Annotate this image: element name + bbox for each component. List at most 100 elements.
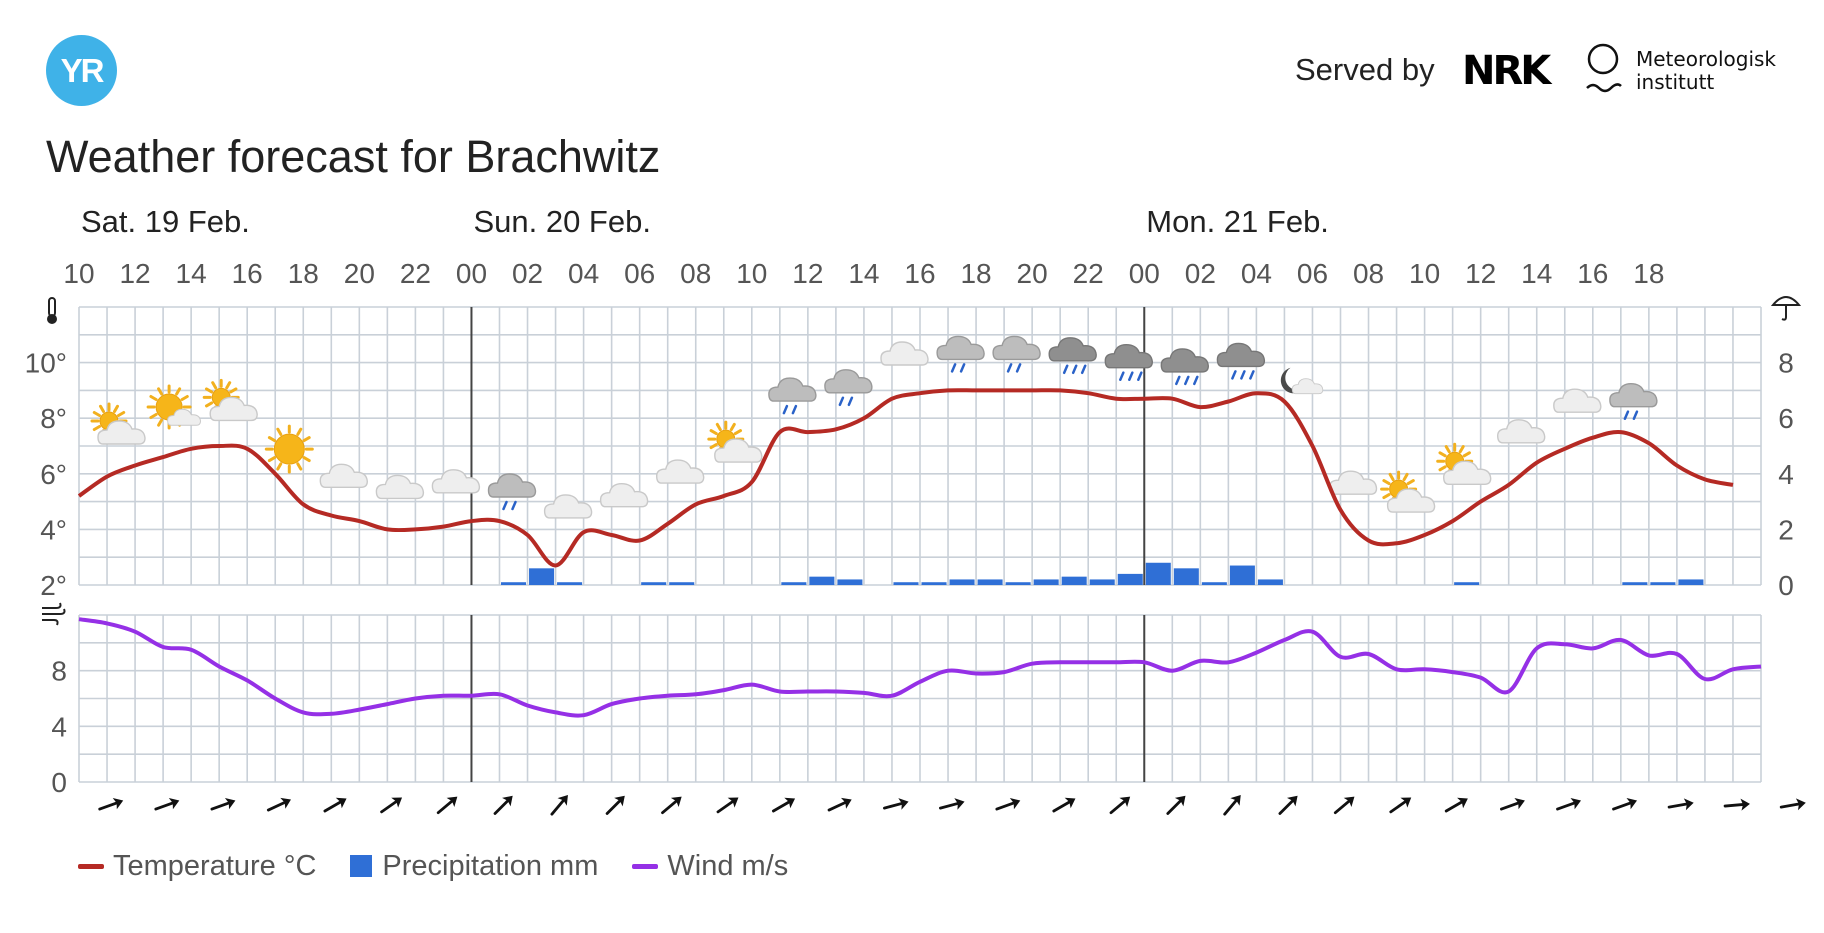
legend-label: Precipitation mm — [382, 849, 599, 882]
wind-arrow — [995, 797, 1021, 811]
sun-ray — [229, 387, 238, 394]
wind-arrow — [436, 796, 458, 815]
wind-arrow — [380, 797, 403, 814]
cloud-icon — [1328, 470, 1378, 495]
precipitation-bar — [669, 582, 695, 585]
hour-tick-label: 16 — [1577, 258, 1608, 289]
hour-tick-label: 10 — [63, 258, 94, 289]
cloud-icon — [375, 474, 425, 500]
legend-item[interactable]: Precipitation mm — [350, 850, 598, 883]
arrow-head — [1683, 798, 1694, 811]
rain-drop — [1623, 410, 1630, 420]
precipitation-tick-label: 0 — [1778, 570, 1794, 601]
arrow-head — [557, 795, 568, 806]
weather-icons — [90, 335, 1658, 519]
hour-tick-label: 14 — [1521, 258, 1552, 289]
arrow-shaft — [154, 800, 177, 811]
wind-arrow — [1667, 798, 1694, 811]
temperature-tick-label: 8° — [40, 403, 67, 434]
sun-ray — [1444, 445, 1451, 454]
arrow-shaft — [266, 800, 288, 812]
hour-tick-label: 06 — [1297, 258, 1328, 289]
rain-drop — [502, 500, 508, 511]
cloud-shape — [824, 369, 873, 394]
grid-layer — [78, 306, 1762, 783]
arrow-shaft — [939, 801, 962, 810]
hour-tick-label: 04 — [568, 258, 599, 289]
precipitation-bar — [1145, 562, 1171, 585]
hour-tick-label: 12 — [119, 258, 150, 289]
arrow-head — [335, 797, 347, 809]
rain-drop — [838, 396, 845, 407]
sun-ray — [211, 381, 218, 390]
arrow-shaft — [772, 799, 793, 813]
cloud-shape — [599, 483, 649, 508]
partly-cloudy-sun-icon — [146, 384, 201, 430]
wind-arrow — [1166, 795, 1186, 815]
served-by-text: Served by — [1295, 52, 1435, 87]
hour-tick-label: 02 — [512, 258, 543, 289]
light-rain-icon — [768, 377, 817, 415]
arrow-shaft — [1556, 800, 1578, 811]
met-institute-logo[interactable]: Meteorologisk institutt — [1636, 48, 1776, 94]
arrow-shaft — [550, 797, 567, 816]
hour-tick-label: 00 — [1129, 258, 1160, 289]
temperature-tick-label: 4° — [40, 514, 67, 545]
temperature-tick-label: 10° — [25, 348, 67, 379]
light-rain-icon — [824, 369, 873, 407]
precipitation-bar — [501, 582, 527, 585]
hour-tick-label: 18 — [1633, 258, 1664, 289]
cloud-icon — [1496, 419, 1546, 444]
precipitation-bar — [1454, 582, 1480, 585]
arrow-shaft — [1333, 798, 1353, 815]
hour-tick-label: 10 — [736, 258, 767, 289]
sun-ray — [302, 456, 311, 463]
wind-arrow — [716, 797, 739, 814]
precipitation-bar — [1229, 565, 1255, 585]
arrow-head — [727, 797, 739, 808]
precipitation-bar — [921, 582, 947, 585]
arrow-shaft — [1500, 800, 1522, 811]
rain-icon — [1160, 348, 1210, 386]
arrow-head — [1514, 797, 1525, 810]
arrow-head — [670, 796, 682, 808]
partly-cloudy-night-icon — [1280, 367, 1324, 395]
temperature-line — [77, 388, 1734, 568]
wind-arrow — [266, 797, 291, 812]
day-label: Sun. 20 Feb. — [473, 204, 651, 239]
legend-label: Temperature °C — [113, 849, 317, 882]
day-label: Sat. 19 Feb. — [81, 204, 250, 239]
sun-ray — [733, 429, 743, 436]
legend: Temperature °C Precipitation mm Wind m/s — [78, 846, 822, 886]
cloud-shape — [1609, 383, 1658, 408]
wind-arrow — [1612, 797, 1638, 811]
arrow-shaft — [716, 799, 736, 814]
precipitation-bar — [949, 579, 975, 585]
arrow-shaft — [1109, 798, 1128, 815]
hour-tick-label: 04 — [1241, 258, 1272, 289]
legend-item[interactable]: Temperature °C — [78, 850, 316, 883]
arrow-shaft — [827, 800, 849, 812]
met-institute-line1: Meteorologisk — [1636, 47, 1777, 71]
temperature-tick-label: 6° — [40, 459, 67, 490]
sun-ray — [296, 462, 303, 471]
cloud-shape — [375, 474, 425, 500]
precipitation-bar — [1089, 579, 1115, 585]
arrow-head — [112, 797, 124, 810]
wind-arrow — [1223, 795, 1241, 816]
sun-ray — [157, 387, 164, 396]
yr-logo[interactable]: YR — [46, 35, 117, 106]
sun-ray — [1406, 479, 1415, 486]
legend-item[interactable]: Wind m/s — [632, 850, 788, 883]
rain-drop — [782, 404, 789, 415]
nrk-logo[interactable]: NRK — [1462, 48, 1551, 94]
arrow-shaft — [1723, 802, 1747, 808]
arrow-head — [1343, 796, 1355, 808]
hour-tick-label: 12 — [1465, 258, 1496, 289]
precipitation-bar — [781, 582, 807, 585]
cloud-icon — [543, 494, 593, 519]
cloud-shape — [1553, 388, 1602, 413]
arrow-head — [1570, 797, 1582, 810]
wind-tick-label: 8 — [51, 656, 67, 687]
arrow-shaft — [1667, 802, 1691, 809]
